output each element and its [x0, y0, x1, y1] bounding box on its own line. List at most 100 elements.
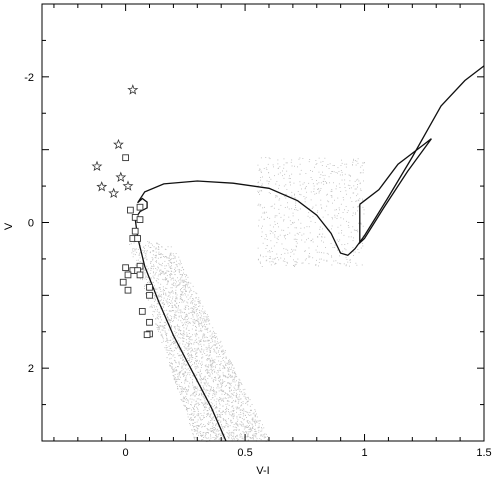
field-dot	[294, 264, 296, 266]
field-dot	[265, 248, 267, 249]
field-dot	[319, 233, 321, 235]
field-dot	[202, 334, 204, 336]
field-dot	[302, 183, 304, 185]
field-dot	[291, 159, 293, 161]
field-dot	[181, 334, 183, 336]
field-dot	[234, 375, 236, 377]
field-dot	[324, 236, 326, 238]
field-dot	[217, 434, 219, 436]
field-dot	[259, 438, 261, 439]
field-dot	[211, 360, 213, 362]
field-dot	[179, 371, 181, 373]
field-dot	[199, 360, 200, 362]
field-dot	[173, 368, 175, 370]
field-dot	[200, 379, 202, 381]
field-dot	[208, 371, 209, 373]
star-marker	[96, 181, 108, 192]
field-dot	[214, 437, 216, 439]
field-dot	[130, 243, 132, 245]
field-dot	[188, 344, 190, 346]
field-dot	[217, 436, 219, 438]
field-dot	[196, 309, 198, 310]
field-dot	[192, 309, 194, 311]
field-dot	[227, 363, 228, 365]
field-dot	[176, 373, 178, 375]
field-dot	[352, 212, 354, 214]
field-dot	[172, 367, 173, 369]
field-dot	[167, 313, 169, 315]
field-dot	[278, 259, 280, 261]
field-dot	[207, 366, 209, 368]
field-dot	[218, 433, 220, 435]
field-dot	[157, 302, 159, 304]
field-dot	[277, 168, 279, 169]
field-dot	[274, 236, 276, 238]
field-dot	[196, 427, 198, 429]
field-dot	[183, 350, 185, 351]
field-dot	[184, 361, 185, 362]
field-dot	[204, 321, 206, 323]
field-dot	[173, 316, 175, 317]
field-dot	[211, 369, 213, 371]
field-dot	[216, 336, 218, 338]
field-dot	[274, 175, 275, 177]
field-dot	[319, 228, 321, 230]
field-dot	[252, 437, 253, 439]
field-dot	[175, 299, 177, 301]
field-dot	[286, 193, 287, 195]
field-dot	[240, 433, 242, 435]
field-dot	[149, 241, 150, 243]
field-dot	[176, 264, 178, 266]
field-dot	[236, 423, 238, 425]
field-dot	[233, 390, 235, 391]
field-dot	[164, 310, 166, 312]
field-dot	[176, 298, 178, 300]
field-dot	[218, 411, 220, 412]
field-dot	[164, 347, 166, 349]
field-dot	[195, 352, 197, 354]
field-dot	[187, 402, 189, 404]
field-dot	[246, 425, 248, 427]
field-dot	[201, 324, 203, 326]
field-dot	[187, 416, 189, 418]
field-dot	[213, 366, 215, 368]
field-dot	[167, 317, 169, 319]
field-dot	[170, 328, 172, 329]
field-dot	[233, 429, 234, 431]
field-dot	[342, 212, 344, 213]
field-dot	[136, 251, 138, 253]
field-dot	[250, 427, 252, 429]
field-dot	[356, 229, 358, 231]
field-dot	[331, 190, 333, 192]
field-dot	[278, 212, 280, 214]
field-dot	[362, 206, 364, 208]
field-dot	[237, 407, 239, 408]
field-dot	[289, 181, 291, 183]
field-dot	[294, 209, 295, 210]
field-dot	[155, 257, 157, 259]
field-dot	[195, 329, 197, 331]
field-dot	[214, 370, 216, 372]
field-dot	[326, 165, 327, 167]
field-dot	[193, 343, 195, 345]
field-dot	[145, 254, 147, 256]
field-dot	[200, 419, 202, 420]
field-dot	[232, 418, 234, 420]
field-dot	[138, 254, 140, 256]
field-dot	[189, 358, 191, 360]
field-dot	[263, 437, 265, 439]
field-dot	[318, 171, 320, 173]
field-dot	[158, 251, 160, 253]
field-dot	[194, 416, 196, 418]
field-dot	[151, 304, 153, 306]
field-dot	[277, 173, 279, 175]
field-dot	[191, 429, 193, 431]
field-dot	[344, 183, 345, 185]
field-dot	[196, 374, 198, 376]
field-dot	[169, 321, 171, 323]
field-dot	[170, 310, 172, 312]
field-dot	[265, 234, 267, 235]
field-dot	[345, 249, 347, 251]
field-dot	[249, 399, 251, 401]
field-dot	[197, 299, 199, 301]
